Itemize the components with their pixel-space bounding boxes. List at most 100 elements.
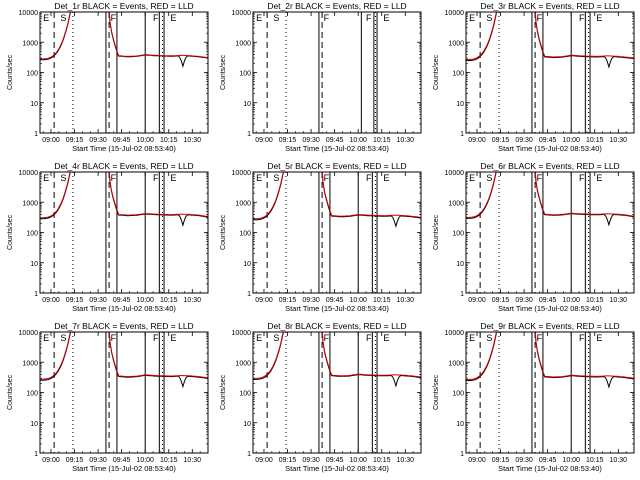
x-tick-label: 10:15 — [373, 137, 391, 144]
y-tick-label: 100 — [239, 71, 251, 78]
saa-letter-label: S — [273, 13, 279, 23]
saa-letter-label: F — [366, 333, 372, 343]
panel-title: Det_7r BLACK = Events, RED = LLD — [54, 321, 193, 331]
y-axis-label: Counts/sec — [7, 54, 14, 90]
x-tick-label: 09:00 — [255, 457, 273, 464]
y-tick-label: 1000 — [235, 200, 251, 207]
x-axis-label: Start Time (15-Jul-02 08:53:40) — [72, 304, 176, 313]
y-tick-label: 1000 — [448, 360, 464, 367]
y-tick-label: 100 — [452, 71, 464, 78]
panel-title: Det_6r BLACK = Events, RED = LLD — [480, 161, 619, 171]
saa-letter-label: E — [43, 333, 49, 343]
saa-letter-label: F — [579, 173, 585, 183]
events-series-line — [40, 332, 208, 389]
saa-letter-label: E — [596, 13, 602, 23]
y-tick-label: 10 — [30, 261, 38, 268]
x-tick-label: 09:30 — [89, 457, 107, 464]
saa-letter-label: F — [111, 13, 117, 23]
saa-letter-label: E — [43, 13, 49, 23]
y-tick-label: 1000 — [22, 200, 38, 207]
y-tick-label: 1000 — [448, 200, 464, 207]
x-tick-label: 10:30 — [397, 137, 415, 144]
x-tick-label: 10:00 — [562, 137, 580, 144]
panel-title: Det_2r BLACK = Events, RED = LLD — [267, 1, 406, 11]
y-tick-label: 1000 — [22, 40, 38, 47]
plot-frame — [465, 171, 635, 294]
y-tick-label: 1 — [247, 291, 251, 298]
y-tick-label: 100 — [239, 231, 251, 238]
x-tick-label: 09:45 — [113, 457, 131, 464]
x-tick-label: 10:15 — [160, 457, 178, 464]
y-tick-label: 1 — [34, 451, 38, 458]
x-axis-label: Start Time (15-Jul-02 08:53:40) — [72, 464, 176, 473]
x-tick-label: 09:45 — [539, 137, 557, 144]
saa-letter-label: E — [383, 13, 389, 23]
saa-letter-label: F — [153, 13, 159, 23]
y-tick-label: 10000 — [232, 330, 252, 337]
saa-letter-label: F — [111, 173, 117, 183]
saa-letter-label: E — [469, 13, 475, 23]
saa-letter-label: E — [596, 333, 602, 343]
y-tick-label: 100 — [239, 391, 251, 398]
saa-letter-label: S — [60, 13, 66, 23]
x-tick-label: 10:00 — [349, 457, 367, 464]
y-tick-label: 1 — [34, 131, 38, 138]
detector-panel-5: Det_5r BLACK = Events, RED = LLD 1 10 100 10… — [220, 161, 422, 313]
y-tick-label: 1000 — [22, 360, 38, 367]
x-tick-label: 09:30 — [302, 137, 320, 144]
y-tick-label: 10000 — [232, 170, 252, 177]
y-tick-label: 100 — [452, 231, 464, 238]
x-tick-label: 10:15 — [373, 457, 391, 464]
saa-letter-label: E — [170, 173, 176, 183]
y-tick-label: 10 — [243, 101, 251, 108]
x-tick-label: 10:30 — [610, 457, 628, 464]
x-tick-label: 10:15 — [586, 297, 604, 304]
plot-frame — [252, 11, 422, 134]
x-tick-label: 09:00 — [255, 137, 273, 144]
saa-letter-label: F — [366, 13, 372, 23]
saa-letter-label: E — [170, 13, 176, 23]
y-tick-label: 100 — [26, 391, 38, 398]
x-tick-label: 10:30 — [610, 297, 628, 304]
saa-letter-label: E — [469, 173, 475, 183]
x-tick-label: 09:30 — [515, 137, 533, 144]
y-tick-label: 10000 — [445, 10, 465, 17]
plot-frame — [465, 11, 635, 134]
x-tick-label: 09:30 — [515, 457, 533, 464]
x-tick-label: 09:30 — [89, 297, 107, 304]
saa-letter-label: E — [43, 173, 49, 183]
panel-title: Det_1r BLACK = Events, RED = LLD — [54, 1, 193, 11]
y-axis-label: Counts/sec — [7, 374, 14, 410]
saa-letter-label: F — [366, 173, 372, 183]
saa-letter-label: S — [273, 333, 279, 343]
saa-letter-label: F — [537, 13, 543, 23]
y-tick-label: 1000 — [235, 40, 251, 47]
x-tick-label: 10:30 — [184, 297, 202, 304]
x-tick-label: 09:45 — [539, 457, 557, 464]
x-tick-label: 10:15 — [160, 137, 178, 144]
x-tick-label: 10:15 — [373, 297, 391, 304]
plot-frame — [465, 331, 635, 454]
x-tick-label: 09:45 — [113, 137, 131, 144]
x-tick-label: 10:15 — [160, 297, 178, 304]
plot-frame — [39, 11, 209, 134]
detector-panel-6: Det_6r BLACK = Events, RED = LLD 1 10 100 10… — [433, 161, 635, 313]
saa-letter-label: F — [324, 173, 330, 183]
y-tick-label: 1 — [460, 291, 464, 298]
saa-letter-label: F — [579, 333, 585, 343]
saa-letter-label: S — [486, 13, 492, 23]
x-tick-label: 10:00 — [349, 297, 367, 304]
saa-letter-label: S — [486, 333, 492, 343]
panel-title: Det_4r BLACK = Events, RED = LLD — [54, 161, 193, 171]
y-axis-label: Counts/sec — [220, 54, 227, 90]
x-tick-label: 09:00 — [468, 297, 486, 304]
detector-panel-8: Det_8r BLACK = Events, RED = LLD 1 10 100 10… — [220, 321, 422, 473]
detector-panel-7: Det_7r BLACK = Events, RED = LLD 1 10 100 10… — [7, 321, 209, 473]
events-series-line — [466, 12, 634, 69]
saa-letter-label: F — [153, 333, 159, 343]
